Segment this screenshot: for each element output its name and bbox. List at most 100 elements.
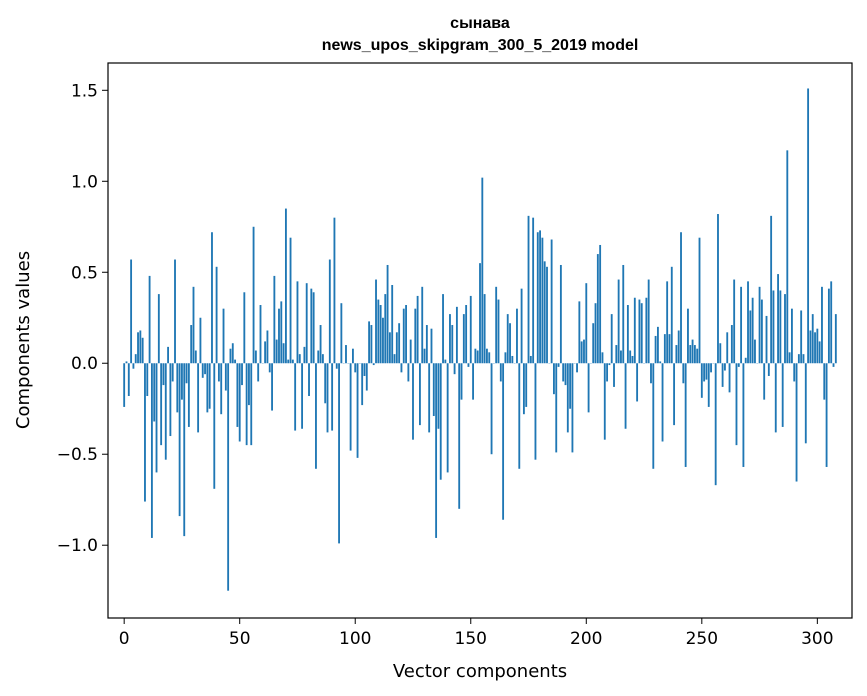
bar bbox=[153, 363, 156, 422]
bar bbox=[647, 279, 650, 364]
bar bbox=[624, 363, 627, 429]
bar bbox=[252, 226, 255, 364]
bar bbox=[208, 363, 211, 409]
y-axis-ticks: −1.0 −0.5 0.0 0.5 1.0 1.5 bbox=[57, 81, 108, 556]
bar bbox=[797, 354, 800, 364]
bar bbox=[354, 363, 357, 373]
bar bbox=[700, 363, 703, 398]
bar bbox=[231, 343, 234, 364]
chart-subtitle: news_upos_skipgram_300_5_2019 model bbox=[322, 37, 639, 54]
bar bbox=[211, 232, 213, 364]
bar bbox=[620, 350, 622, 364]
bar bbox=[315, 363, 317, 469]
bar bbox=[271, 363, 273, 411]
bar bbox=[617, 279, 620, 364]
bar bbox=[428, 363, 431, 433]
bar bbox=[419, 363, 421, 426]
bar bbox=[199, 317, 202, 364]
bar bbox=[724, 363, 726, 371]
bar bbox=[243, 292, 246, 364]
bar bbox=[809, 330, 812, 364]
y-tick-label: −1.0 bbox=[57, 536, 98, 556]
bar bbox=[245, 363, 248, 446]
bar bbox=[564, 363, 567, 386]
bar bbox=[673, 363, 676, 426]
bar bbox=[449, 314, 451, 364]
y-tick-label: 1.5 bbox=[71, 81, 98, 101]
bar bbox=[176, 363, 179, 413]
bar bbox=[234, 359, 237, 364]
bar bbox=[465, 305, 468, 364]
bar bbox=[737, 363, 740, 367]
bar bbox=[331, 363, 334, 431]
bar bbox=[804, 363, 807, 444]
bar bbox=[287, 359, 290, 364]
bar bbox=[284, 208, 287, 364]
bar bbox=[719, 343, 722, 364]
bar bbox=[668, 334, 671, 364]
bar bbox=[670, 266, 673, 364]
bar bbox=[365, 363, 368, 391]
bar bbox=[379, 305, 382, 364]
bar bbox=[278, 308, 280, 364]
bar bbox=[352, 348, 354, 364]
bar bbox=[455, 306, 458, 364]
bar bbox=[250, 363, 253, 446]
bar bbox=[502, 363, 505, 520]
bar bbox=[437, 363, 440, 429]
bar bbox=[786, 150, 789, 364]
bar bbox=[130, 259, 133, 364]
bar bbox=[462, 314, 465, 364]
bar bbox=[446, 363, 449, 473]
bar bbox=[527, 215, 530, 364]
bar bbox=[164, 363, 167, 460]
bar bbox=[301, 363, 304, 429]
bar bbox=[425, 325, 428, 364]
bar bbox=[414, 308, 417, 364]
bar bbox=[405, 305, 407, 364]
bar bbox=[476, 350, 479, 364]
bar bbox=[721, 363, 724, 387]
bar bbox=[453, 363, 456, 375]
bar bbox=[663, 334, 666, 364]
x-axis-label: Vector components bbox=[393, 661, 567, 682]
bar bbox=[511, 355, 514, 364]
bar bbox=[791, 308, 793, 364]
bar bbox=[439, 363, 442, 480]
bar bbox=[197, 363, 200, 433]
bar bbox=[529, 355, 532, 364]
bar bbox=[631, 355, 634, 364]
bar bbox=[536, 232, 539, 364]
bar bbox=[800, 310, 803, 364]
bar bbox=[275, 339, 278, 364]
bar bbox=[407, 363, 410, 382]
bar bbox=[691, 339, 694, 364]
bar bbox=[398, 323, 401, 364]
bar bbox=[747, 281, 749, 364]
bar bbox=[742, 363, 745, 467]
bar bbox=[675, 345, 678, 364]
y-tick-label: 0.5 bbox=[71, 263, 98, 283]
bar bbox=[363, 363, 366, 376]
bar bbox=[497, 299, 500, 364]
bar bbox=[580, 341, 583, 364]
bar bbox=[626, 305, 629, 364]
bar bbox=[830, 281, 833, 364]
bar bbox=[606, 363, 609, 382]
bar bbox=[615, 345, 618, 364]
bar bbox=[541, 237, 544, 364]
bar bbox=[469, 295, 472, 364]
bar bbox=[291, 359, 294, 364]
bar bbox=[201, 363, 204, 378]
bar bbox=[144, 363, 146, 502]
bar bbox=[728, 363, 731, 393]
bar bbox=[834, 314, 837, 364]
bar bbox=[680, 232, 682, 364]
bar bbox=[784, 294, 786, 364]
bar bbox=[827, 288, 830, 364]
bar bbox=[559, 264, 562, 364]
bar bbox=[220, 363, 223, 415]
bar bbox=[758, 286, 761, 364]
y-axis-label: Components values bbox=[13, 251, 34, 429]
